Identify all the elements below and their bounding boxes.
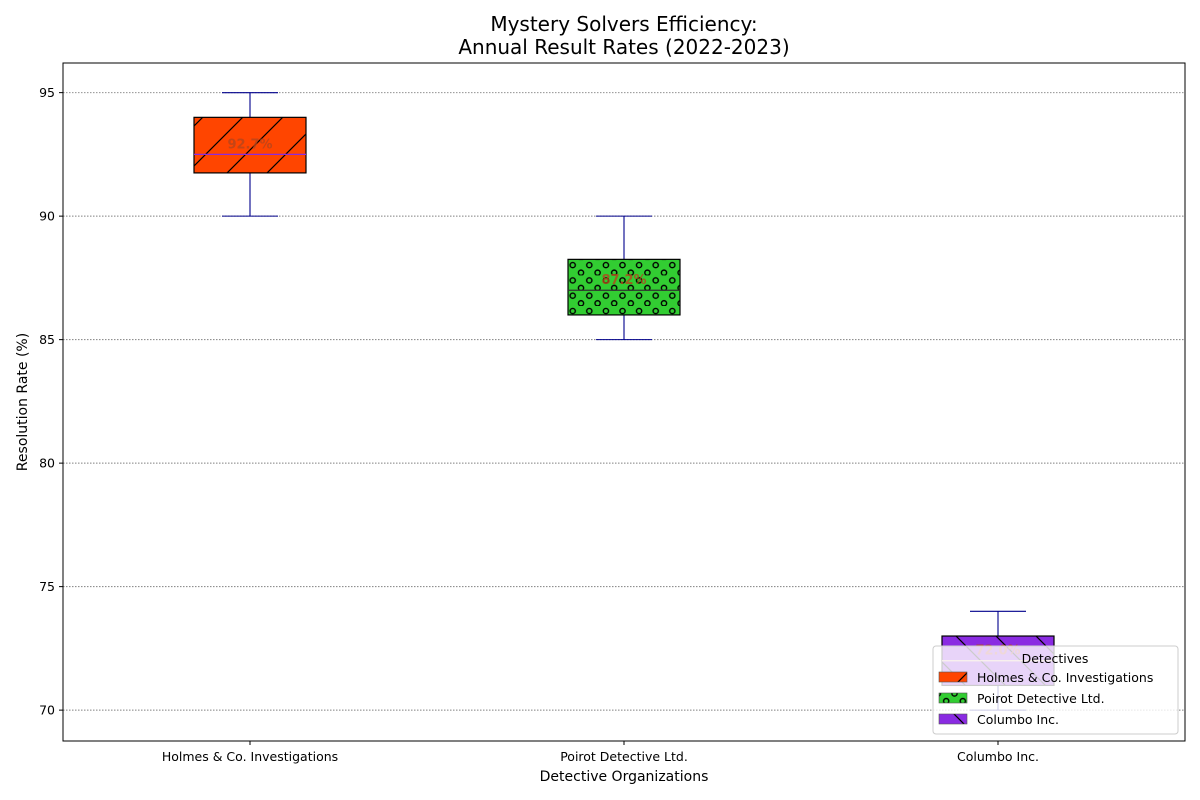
legend-item: Poirot Detective Ltd. bbox=[938, 691, 1105, 706]
legend-item: Holmes & Co. Investigations bbox=[938, 670, 1153, 685]
median-value-label: 87.2% bbox=[601, 273, 646, 288]
legend-swatch-hatch bbox=[938, 671, 968, 683]
legend-title: Detectives bbox=[1022, 651, 1089, 666]
grid-lines bbox=[63, 92, 1185, 711]
x-tick-label: Poirot Detective Ltd. bbox=[560, 749, 688, 764]
y-tick-label: 75 bbox=[39, 579, 55, 594]
y-tick-label: 70 bbox=[39, 703, 55, 718]
x-axis: Holmes & Co. Investigations Poirot Detect… bbox=[162, 741, 1039, 764]
chart-title-line2: Annual Result Rates (2022-2023) bbox=[458, 35, 789, 59]
y-axis-label: Resolution Rate (%) bbox=[15, 333, 31, 471]
median-value-label: 92.7% bbox=[227, 137, 272, 152]
y-tick-label: 80 bbox=[39, 456, 55, 471]
y-tick-label: 90 bbox=[39, 209, 55, 224]
legend-box bbox=[932, 645, 1179, 735]
legend-swatch-hatch bbox=[938, 713, 968, 725]
legend-item: Columbo Inc. bbox=[938, 712, 1059, 727]
y-axis: 70 75 80 85 90 95 bbox=[39, 85, 63, 718]
box-iqr bbox=[567, 258, 681, 316]
x-axis-label: Detective Organizations bbox=[540, 769, 709, 785]
box-group: 87.2% bbox=[567, 215, 681, 341]
legend-label: Holmes & Co. Investigations bbox=[977, 670, 1153, 685]
legend-label: Columbo Inc. bbox=[977, 712, 1059, 727]
legend-swatch-hatch bbox=[938, 692, 968, 704]
x-tick-label: Columbo Inc. bbox=[957, 749, 1039, 764]
y-tick-label: 85 bbox=[39, 332, 55, 347]
legend-label: Poirot Detective Ltd. bbox=[977, 691, 1105, 706]
y-tick-label: 95 bbox=[39, 85, 55, 100]
legend: Detectives Holmes & Co. Investigations Po… bbox=[932, 645, 1179, 735]
chart-title-line1: Mystery Solvers Efficiency: bbox=[490, 12, 757, 36]
x-tick-label: Holmes & Co. Investigations bbox=[162, 749, 338, 764]
box-group: 92.7% bbox=[193, 92, 307, 217]
box-layer: 92.7%87.2%72.0% bbox=[193, 92, 1055, 711]
box-iqr bbox=[193, 116, 307, 174]
